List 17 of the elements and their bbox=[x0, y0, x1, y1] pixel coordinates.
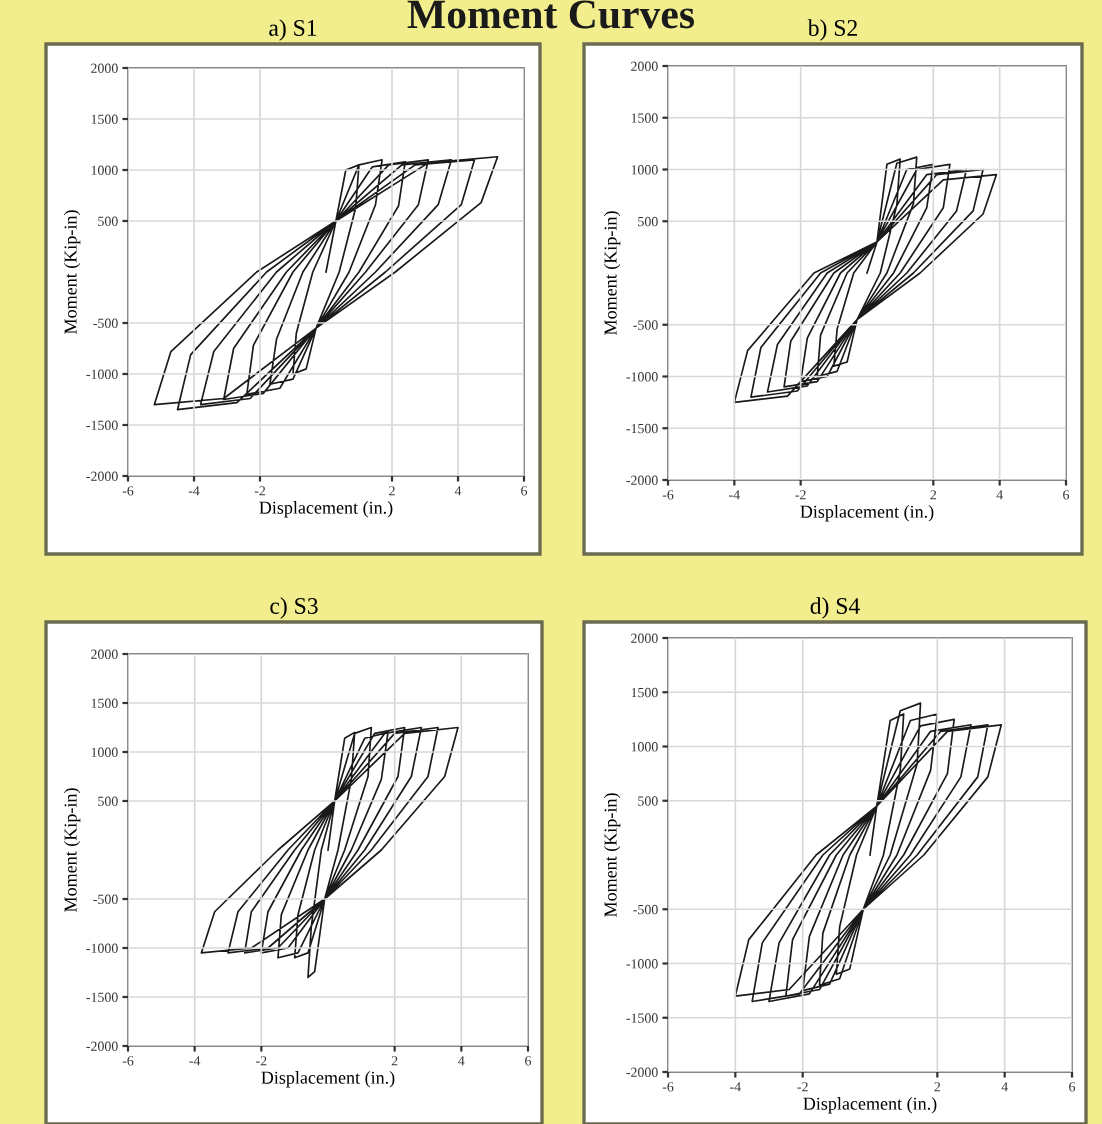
x-axis-title: Displacement (in.) bbox=[800, 505, 934, 522]
line-series bbox=[153, 155, 499, 411]
x-axis-title: Displacement (in.) bbox=[261, 1071, 395, 1088]
chart-title: d) S4 bbox=[810, 597, 860, 619]
y-axis-title: Moment (Kip-in) bbox=[63, 210, 81, 334]
x-axis-title: Displacement (in.) bbox=[259, 501, 393, 518]
chart-title: c) S3 bbox=[270, 597, 318, 619]
line-series bbox=[734, 702, 1003, 1003]
chart-title: b) S2 bbox=[807, 19, 857, 41]
line-series bbox=[733, 156, 998, 404]
x-axis-title: Displacement (in.) bbox=[803, 1097, 937, 1114]
chart-title: a) S1 bbox=[269, 19, 317, 41]
text: Moment Curves bbox=[407, 0, 695, 29]
y-axis-title: Moment (Kip-in) bbox=[63, 788, 81, 912]
y-axis-title: Moment (Kip-in) bbox=[603, 211, 621, 335]
y-axis-title: Moment (Kip-in) bbox=[603, 793, 621, 917]
line-series bbox=[200, 726, 459, 979]
